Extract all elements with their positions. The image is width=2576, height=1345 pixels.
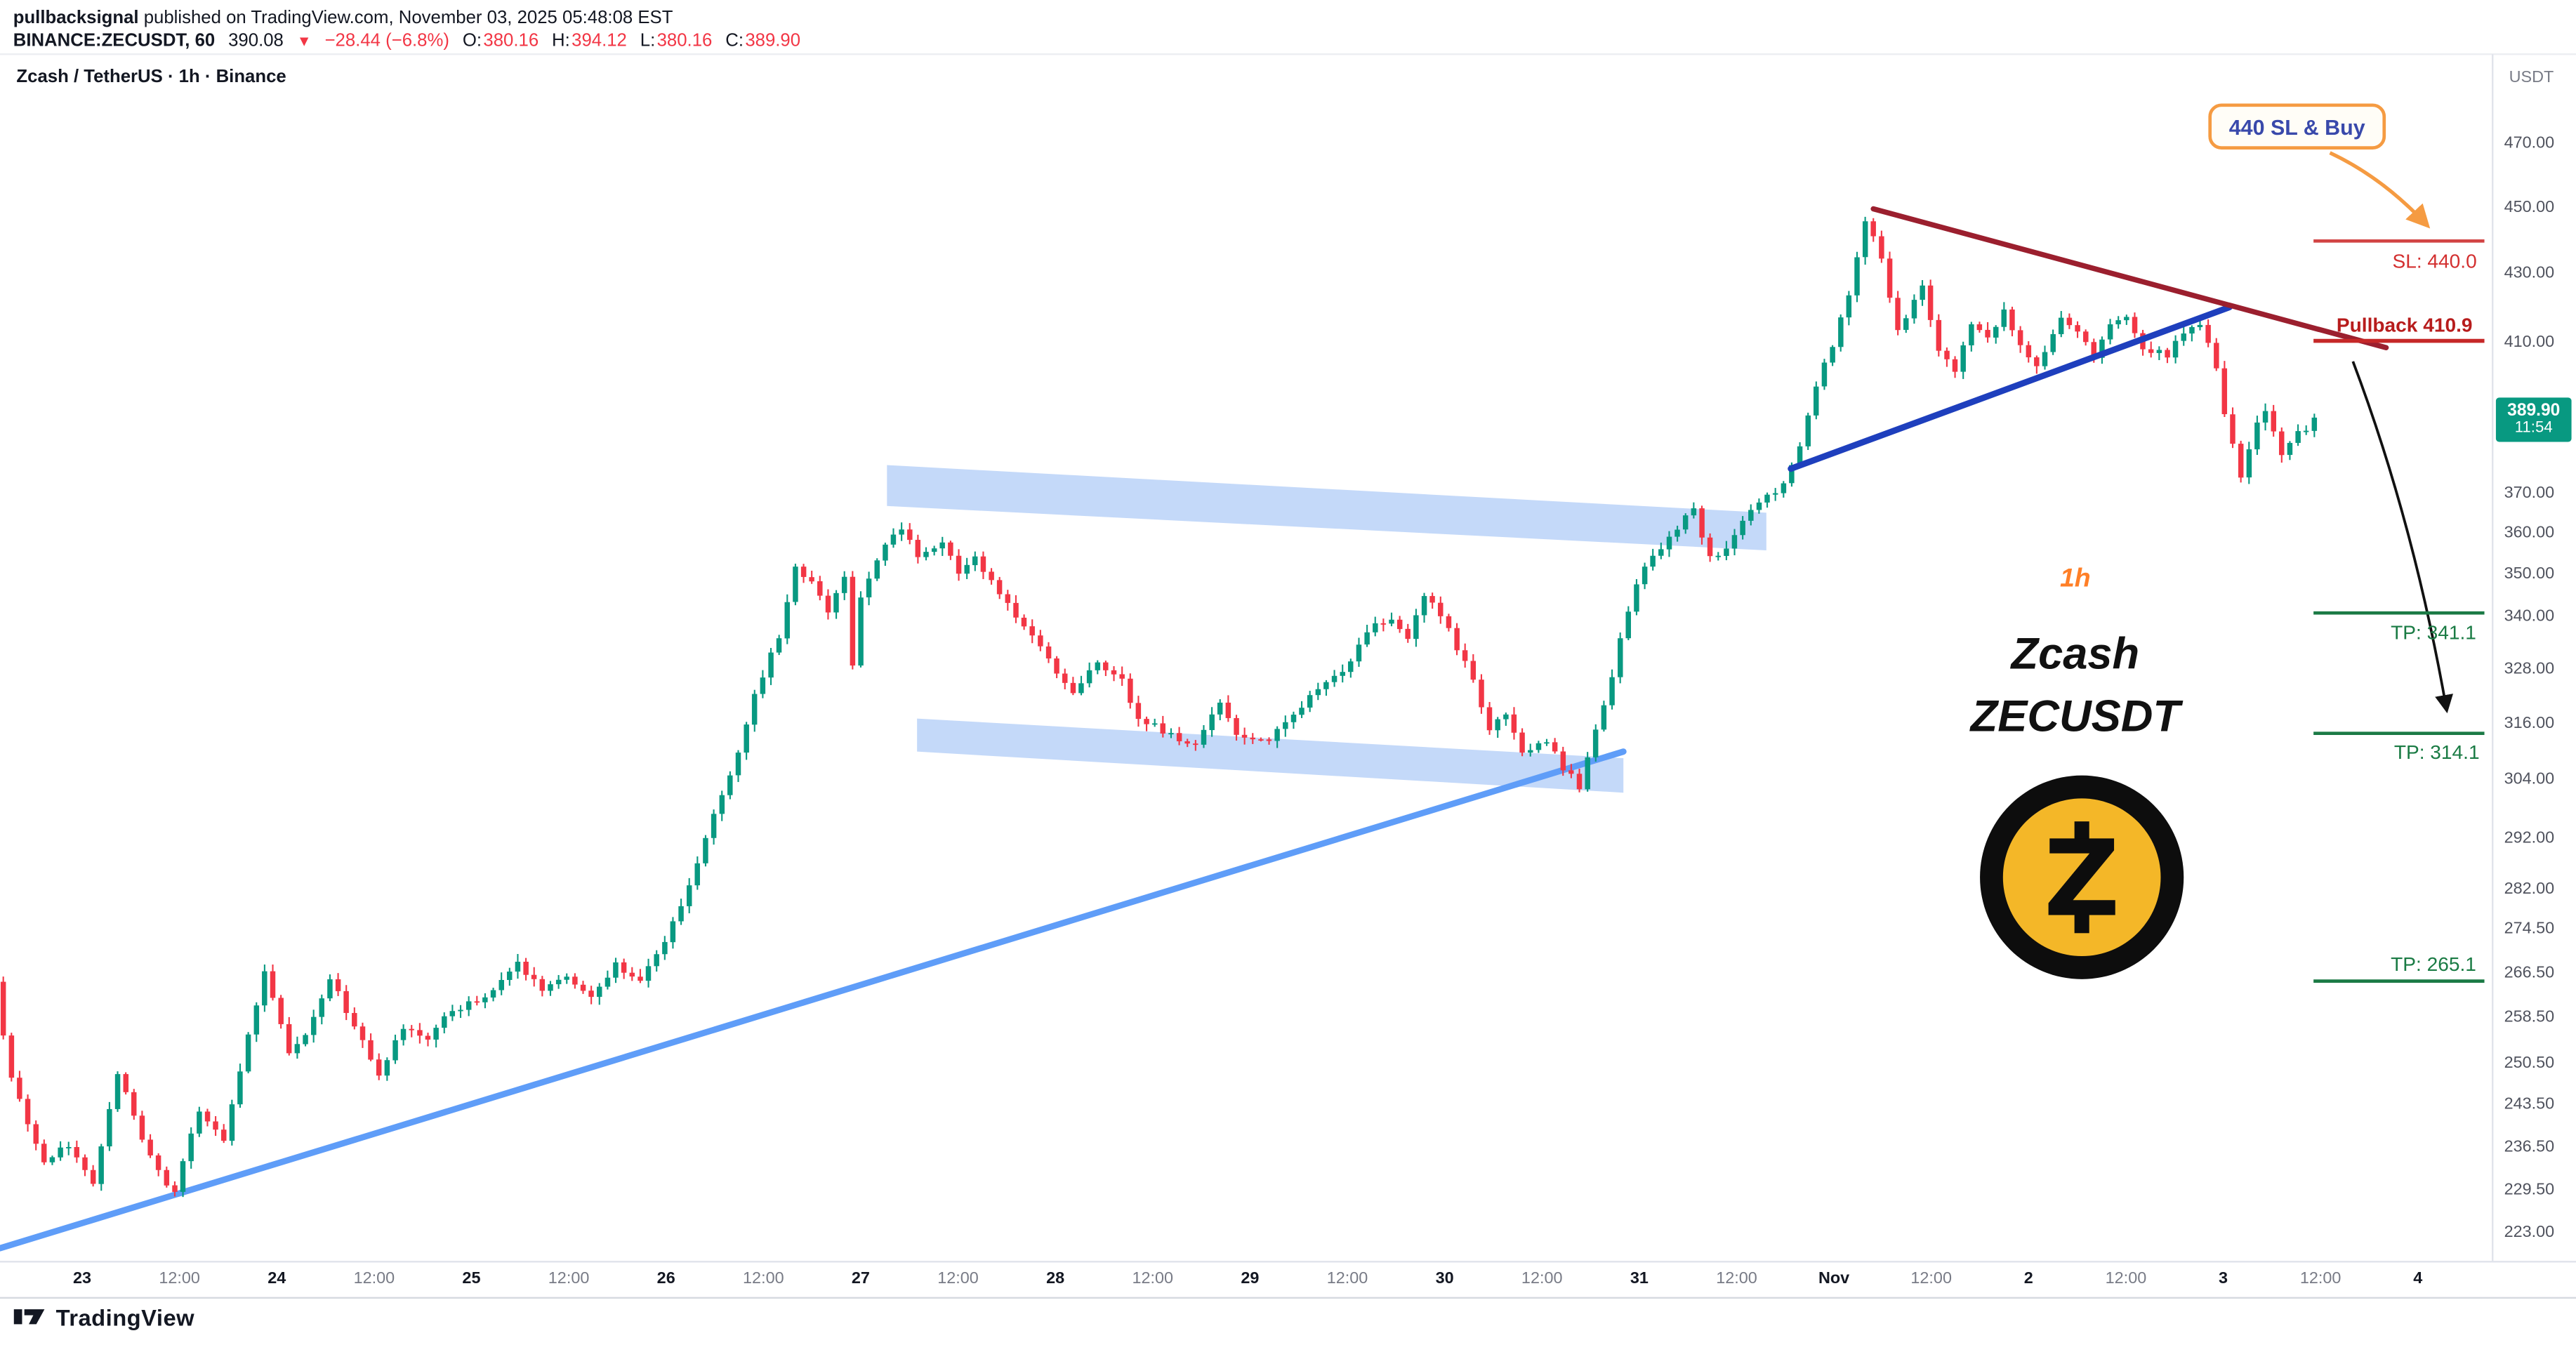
price-tick: 258.50 xyxy=(2504,1008,2555,1026)
price-tick: 370.00 xyxy=(2504,484,2555,503)
publish-text: published on TradingView.com, November 0… xyxy=(138,8,673,28)
price-tick: 360.00 xyxy=(2504,524,2555,543)
time-tick: 12:00 xyxy=(937,1270,979,1288)
tp3-level-label: TP: 265.1 xyxy=(2391,953,2476,976)
time-tick: 28 xyxy=(1046,1270,1065,1288)
ohlc-bar: BINANCE:ZECUSDT, 60 390.08 ▼ −28.44 (−6.… xyxy=(13,31,809,51)
trendline-breakout xyxy=(1788,304,2233,472)
time-tick: 23 xyxy=(72,1270,92,1288)
time-tick: 12:00 xyxy=(159,1270,200,1288)
time-tick: 4 xyxy=(2413,1270,2423,1288)
bar-countdown: 11:54 xyxy=(2514,419,2553,438)
tp2-level-label: TP: 314.1 xyxy=(2393,741,2480,765)
price-tick: 470.00 xyxy=(2504,134,2555,153)
time-tick: 12:00 xyxy=(1521,1270,1563,1288)
sl-buy-callout: 440 SL & Buy xyxy=(2208,103,2386,150)
price-tick: 223.00 xyxy=(2504,1224,2555,1243)
last-value: 390.08 xyxy=(228,31,284,51)
channel-lower-zone xyxy=(917,718,1624,793)
time-tick: Nov xyxy=(1818,1270,1850,1288)
zcash-z-bottom-stem xyxy=(2074,913,2089,934)
watermark-ticker: ZECUSDT xyxy=(1970,691,2180,741)
price-tick: 304.00 xyxy=(2504,771,2555,790)
time-tick: 2 xyxy=(2023,1270,2033,1288)
price-tick: 250.50 xyxy=(2504,1054,2555,1073)
time-tick: 12:00 xyxy=(1716,1270,1757,1288)
price-tick: 266.50 xyxy=(2504,963,2555,982)
callout-arrow xyxy=(2329,151,2431,229)
change-value: −28.44 (−6.8%) xyxy=(324,31,449,51)
change-down-icon: ▼ xyxy=(296,32,312,50)
zcash-z-top-stem xyxy=(2074,821,2089,842)
trendline-resistance xyxy=(1870,206,2389,350)
price-tick: 430.00 xyxy=(2504,265,2555,283)
time-tick: 12:00 xyxy=(353,1270,395,1288)
sl-level-label: SL: 440.0 xyxy=(2392,249,2477,272)
time-tick: 12:00 xyxy=(548,1270,590,1288)
price-tick: 316.00 xyxy=(2504,715,2555,733)
tradingview-brand-text: TradingView xyxy=(55,1304,195,1330)
low-value: 380.16 xyxy=(656,31,713,51)
open-label: O: xyxy=(462,31,482,51)
price-tick: 350.00 xyxy=(2504,565,2555,584)
timeframe-watermark: 1h xyxy=(2059,565,2091,593)
open-value: 380.16 xyxy=(483,31,539,51)
author-name: pullbacksignal xyxy=(13,8,139,28)
price-tick: 282.00 xyxy=(2504,881,2555,899)
zcash-logo: Z xyxy=(1980,775,2184,979)
time-tick: 12:00 xyxy=(1910,1270,1952,1288)
levels-layer xyxy=(2313,239,2485,983)
time-tick: 25 xyxy=(462,1270,481,1288)
time-tick: 12:00 xyxy=(1132,1270,1174,1288)
time-tick: 12:00 xyxy=(2105,1270,2147,1288)
time-tick: 29 xyxy=(1241,1270,1260,1288)
price-tick: 274.50 xyxy=(2504,920,2555,939)
price-tick: 236.50 xyxy=(2504,1138,2555,1156)
time-tick: 30 xyxy=(1435,1270,1454,1288)
time-tick: 12:00 xyxy=(2299,1270,2341,1288)
price-tick: 340.00 xyxy=(2504,607,2555,626)
time-tick: 31 xyxy=(1630,1270,1649,1288)
symbol-interval: BINANCE:ZECUSDT, 60 xyxy=(13,31,216,51)
quote-currency-label: USDT xyxy=(2509,69,2554,88)
pullback-level-label: Pullback 410.9 xyxy=(2336,312,2473,336)
price-tick: 229.50 xyxy=(2504,1181,2555,1200)
tp1-level-label: TP: 341.1 xyxy=(2391,621,2476,644)
high-label: H: xyxy=(552,31,570,51)
time-tick: 26 xyxy=(656,1270,675,1288)
low-label: L: xyxy=(640,31,656,51)
close-value: 389.90 xyxy=(745,31,801,51)
time-tick: 12:00 xyxy=(1326,1270,1368,1288)
tradingview-logo-icon xyxy=(13,1309,45,1325)
zcash-logo-coin xyxy=(2002,798,2161,957)
tradingview-footer[interactable]: TradingView xyxy=(13,1303,194,1331)
price-tick: 243.50 xyxy=(2504,1095,2555,1114)
zcash-z-glyph: Z xyxy=(2044,819,2120,941)
time-tick: 12:00 xyxy=(743,1270,784,1288)
price-tick: 450.00 xyxy=(2504,198,2555,217)
watermark-coin-name: Zcash xyxy=(2011,629,2140,679)
price-tick: 410.00 xyxy=(2504,334,2555,352)
channel-upper-zone xyxy=(887,465,1766,551)
price-tick: 328.00 xyxy=(2504,660,2555,679)
publish-info: pullbacksignal published on TradingView.… xyxy=(13,8,673,28)
trendline-support xyxy=(0,748,1627,1252)
candles xyxy=(0,216,2318,1198)
time-tick: 27 xyxy=(851,1270,870,1288)
high-value: 394.12 xyxy=(572,31,627,51)
chart-legend-title: Zcash / TetherUS · 1h · Binance xyxy=(16,67,286,88)
close-label: C: xyxy=(725,31,744,51)
price-tick: 292.00 xyxy=(2504,830,2555,849)
last-price-badge: 389.90 11:54 xyxy=(2495,397,2572,442)
projection-arrow xyxy=(2351,361,2453,714)
last-price-value: 389.90 xyxy=(2507,401,2561,421)
time-tick: 3 xyxy=(2219,1270,2228,1288)
price-series-layer xyxy=(0,206,2389,1252)
time-tick: 24 xyxy=(267,1270,286,1288)
